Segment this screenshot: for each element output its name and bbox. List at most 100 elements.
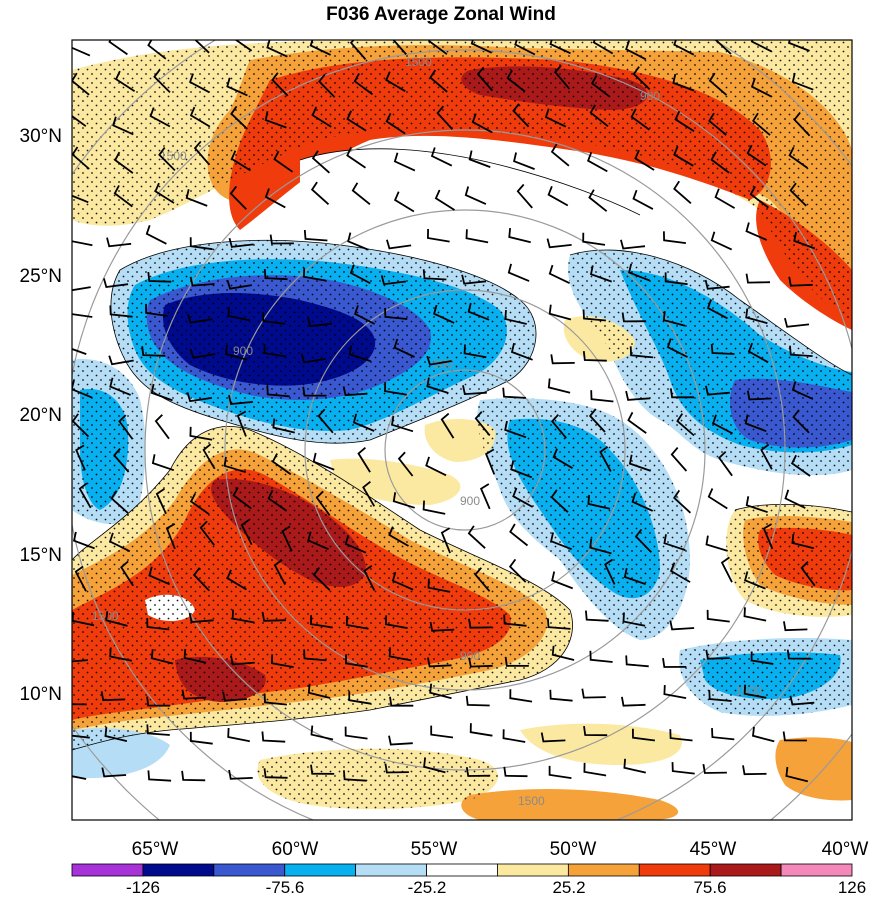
wind-barb-icon bbox=[544, 108, 567, 128]
wind-barb-icon bbox=[234, 40, 253, 52]
wind-barb-icon bbox=[110, 490, 129, 514]
wind-barb-icon bbox=[430, 147, 453, 167]
wind-barb-icon bbox=[309, 40, 331, 56]
wind-barb-icon bbox=[228, 769, 253, 780]
range-ring-labels: 1500 900 1500 900 900 900 900 1500 1500 … bbox=[92, 55, 762, 808]
wind-barb-icon bbox=[429, 69, 448, 93]
south-strip-positive-2 bbox=[520, 723, 682, 765]
colorbar-swatch bbox=[709, 863, 782, 877]
wind-barb-icon bbox=[550, 532, 572, 551]
wind-barb-icon bbox=[628, 263, 650, 282]
wind-barb-icon bbox=[193, 140, 211, 166]
wind-barb-icon bbox=[503, 766, 528, 778]
wind-barb-icon bbox=[745, 273, 771, 284]
wind-barb-icon bbox=[194, 40, 210, 54]
wind-barb-icon bbox=[271, 453, 292, 476]
wind-barb-icon bbox=[587, 494, 611, 510]
wind-barb-icon bbox=[428, 40, 448, 55]
wind-barb-icon bbox=[509, 523, 529, 547]
wind-barb-icon bbox=[800, 561, 816, 587]
wind-barb-icon bbox=[72, 348, 87, 355]
wind-barb-icon bbox=[547, 618, 571, 630]
wind-barb-icon bbox=[393, 152, 416, 172]
wind-barb-icon bbox=[227, 727, 250, 743]
wind-barb-icon bbox=[351, 182, 371, 206]
ring-label: 1500 bbox=[735, 684, 762, 698]
wind-barb-icon bbox=[705, 535, 728, 552]
wind-barb-icon bbox=[114, 151, 134, 174]
wind-barb-icon bbox=[263, 693, 287, 706]
wind-barb-icon bbox=[502, 387, 526, 399]
wind-barb-icon bbox=[232, 487, 252, 510]
lat-tick-label: 20°N bbox=[20, 405, 62, 426]
wind-barb-icon bbox=[303, 229, 328, 242]
wind-barb-icon bbox=[592, 40, 614, 55]
wind-barb-icon bbox=[272, 418, 296, 434]
wind-barb-icon bbox=[105, 611, 128, 627]
wind-barb-icon bbox=[269, 234, 294, 245]
wind-barb-icon bbox=[583, 762, 607, 777]
wind-barb-icon bbox=[181, 689, 207, 700]
wind-barb-icon bbox=[311, 106, 332, 128]
wind-barb-icon bbox=[743, 607, 767, 622]
wind-barb-icon bbox=[391, 571, 414, 591]
wind-barb-icon bbox=[791, 72, 814, 91]
wind-barb-icon bbox=[469, 723, 493, 737]
wind-barb-icon bbox=[108, 40, 128, 56]
wind-barb-icon bbox=[440, 412, 455, 439]
wind-barb-icon bbox=[510, 460, 533, 479]
wind-barb-icon bbox=[192, 567, 210, 592]
wind-barb-icon bbox=[230, 105, 248, 130]
wind-barb-icon bbox=[146, 724, 170, 736]
map-frame bbox=[71, 39, 853, 821]
wind-barb-icon bbox=[673, 145, 694, 167]
wind-barb-icon bbox=[183, 648, 207, 664]
wind-barb-icon bbox=[154, 182, 175, 204]
wind-barb-icon bbox=[344, 726, 368, 740]
wind-barb-icon bbox=[791, 381, 814, 400]
wind-barb-icon bbox=[508, 558, 527, 583]
wind-barb-icon bbox=[752, 726, 775, 743]
wind-barb-icon bbox=[669, 562, 691, 583]
wind-barb-icon bbox=[315, 490, 331, 516]
wind-barb-icon bbox=[72, 659, 89, 663]
wind-barb-icon bbox=[429, 621, 455, 632]
wind-barb-icon bbox=[422, 500, 446, 515]
wind-barb-icon bbox=[229, 185, 247, 210]
wind-barb-icon bbox=[622, 612, 646, 627]
wind-barb-icon bbox=[103, 278, 129, 288]
wind-barb-icon bbox=[708, 112, 727, 136]
wind-barb-icon bbox=[427, 578, 451, 593]
wind-barb-icon bbox=[357, 447, 371, 473]
wind-barb-icon bbox=[634, 528, 652, 553]
north-white-gap bbox=[300, 148, 640, 223]
wind-barb-icon bbox=[546, 238, 572, 249]
wind-barb-icon bbox=[548, 304, 572, 321]
wind-barb-icon bbox=[474, 567, 491, 592]
wind-barb-icon bbox=[462, 385, 487, 396]
wind-barb-icon bbox=[476, 66, 494, 92]
colorbar-labels: -126 -75.6 -25.2 25.2 75.6 126 bbox=[126, 878, 866, 897]
wind-barb-icon bbox=[72, 531, 95, 550]
wind-barb-icon bbox=[226, 279, 252, 290]
wind-barb-icon bbox=[318, 73, 336, 98]
wind-barb-icon bbox=[346, 110, 367, 132]
wind-barb-icon bbox=[551, 413, 567, 439]
wind-barb-icon bbox=[114, 70, 136, 92]
figure-title: F036 Average Zonal Wind bbox=[326, 4, 556, 25]
lon-tick-label: 50°W bbox=[550, 839, 597, 860]
wind-barb-icon bbox=[425, 456, 447, 477]
wind-barb-icon bbox=[145, 303, 168, 317]
wind-barb-icon bbox=[150, 649, 174, 665]
colorbar-label: -25.2 bbox=[408, 878, 447, 897]
wind-barb-icon bbox=[747, 342, 769, 364]
wind-barb-icon bbox=[632, 728, 656, 742]
wind-barb-icon bbox=[146, 696, 171, 707]
wind-barb-icon bbox=[392, 492, 415, 509]
wind-barb-icon bbox=[264, 188, 286, 209]
wind-barb-icon bbox=[588, 189, 608, 212]
wind-barb-icon bbox=[510, 343, 533, 361]
wind-barb-icon bbox=[181, 770, 206, 782]
wind-barb-icon bbox=[589, 650, 613, 663]
wind-barb-icon bbox=[389, 696, 414, 707]
